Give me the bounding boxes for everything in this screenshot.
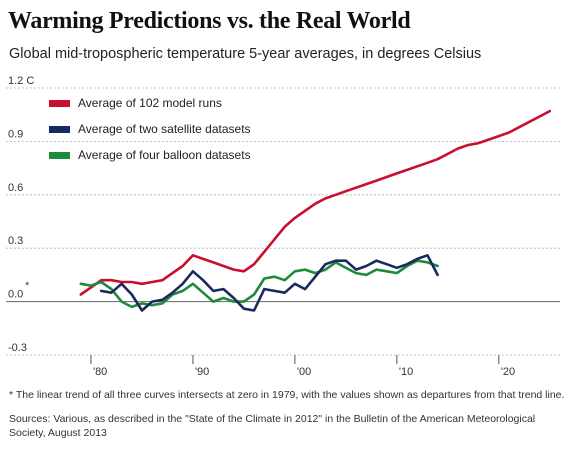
chart-title: Warming Predictions vs. the Real World bbox=[8, 8, 411, 34]
asterisk-marker: * bbox=[25, 280, 30, 292]
y-tick-label: 1.2 C bbox=[8, 75, 34, 87]
legend-model-runs-swatch bbox=[49, 100, 70, 107]
footnote: * The linear trend of all three curves i… bbox=[9, 389, 565, 401]
y-tick-label: -0.3 bbox=[8, 342, 27, 354]
x-tick-label: '00 bbox=[297, 366, 311, 378]
x-tick-label: '10 bbox=[399, 366, 413, 378]
x-tick-label: '20 bbox=[501, 366, 515, 378]
model-runs-line bbox=[79, 109, 552, 296]
balloon-line bbox=[79, 259, 439, 309]
legend-satellite-swatch bbox=[49, 126, 70, 133]
y-tick-label: 0.0 bbox=[8, 289, 23, 301]
x-tick-label: '80 bbox=[93, 366, 107, 378]
y-tick-label: 0.6 bbox=[8, 182, 23, 194]
chart-subtitle: Global mid-tropospheric temperature 5-ye… bbox=[9, 46, 482, 62]
legend-balloon-swatch bbox=[49, 152, 70, 159]
y-tick-label: 0.3 bbox=[8, 235, 23, 247]
satellite-line bbox=[99, 254, 439, 312]
y-tick-label: 0.9 bbox=[8, 128, 23, 140]
legend-balloon-label: Average of four balloon datasets bbox=[78, 148, 251, 162]
sources-note: Sources: Various, as described in the "S… bbox=[9, 413, 536, 439]
legend-model-runs-label: Average of 102 model runs bbox=[78, 96, 222, 110]
legend-satellite-label: Average of two satellite datasets bbox=[78, 122, 251, 136]
x-tick-label: '90 bbox=[195, 366, 209, 378]
